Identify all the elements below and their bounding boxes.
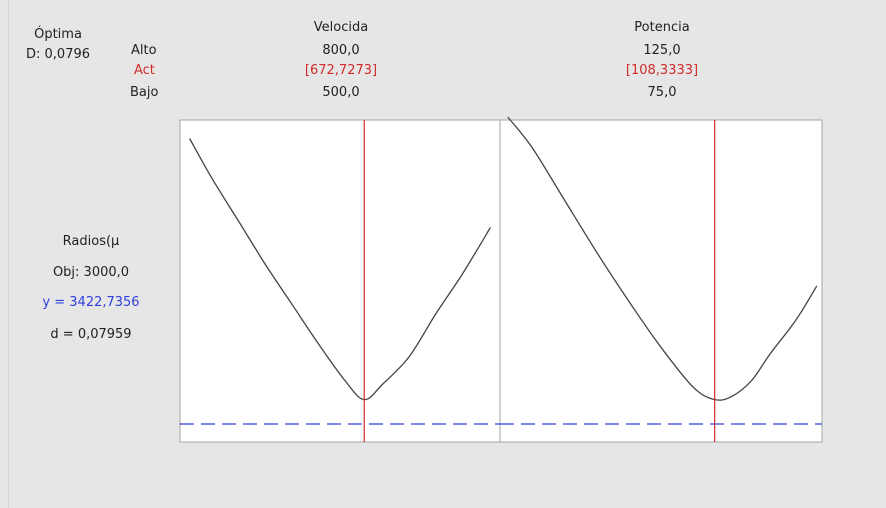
panel-2-background [499,119,823,443]
response-name: Radios(µ [62,234,120,249]
panel-1-background [179,119,501,443]
current-label: Act [134,63,155,78]
panel-1-desirability-curve [189,138,491,401]
factor-2-low: 75,0 [647,85,677,100]
factor-2-high: 125,0 [643,43,681,58]
factor-1-low: 500,0 [322,85,360,100]
left-divider [8,0,9,508]
high-label: Alto [131,43,157,58]
factor-2-current: [108,3333] [625,63,699,78]
factor-1-name: Velocida [313,20,369,35]
low-label: Bajo [130,85,159,100]
optimal-label: Óptima [34,27,82,42]
factor-1-current: [672,7273] [304,63,378,78]
response-predicted-y: y = 3422,7356 [42,295,140,310]
response-target: Obj: 3000,0 [52,265,130,280]
response-desirability: d = 0,07959 [50,327,132,342]
factor-1-high: 800,0 [322,43,360,58]
panel-2-desirability-curve [507,116,818,401]
desirability-label: D: 0,0796 [25,47,91,62]
factor-2-name: Potencia [634,20,690,35]
